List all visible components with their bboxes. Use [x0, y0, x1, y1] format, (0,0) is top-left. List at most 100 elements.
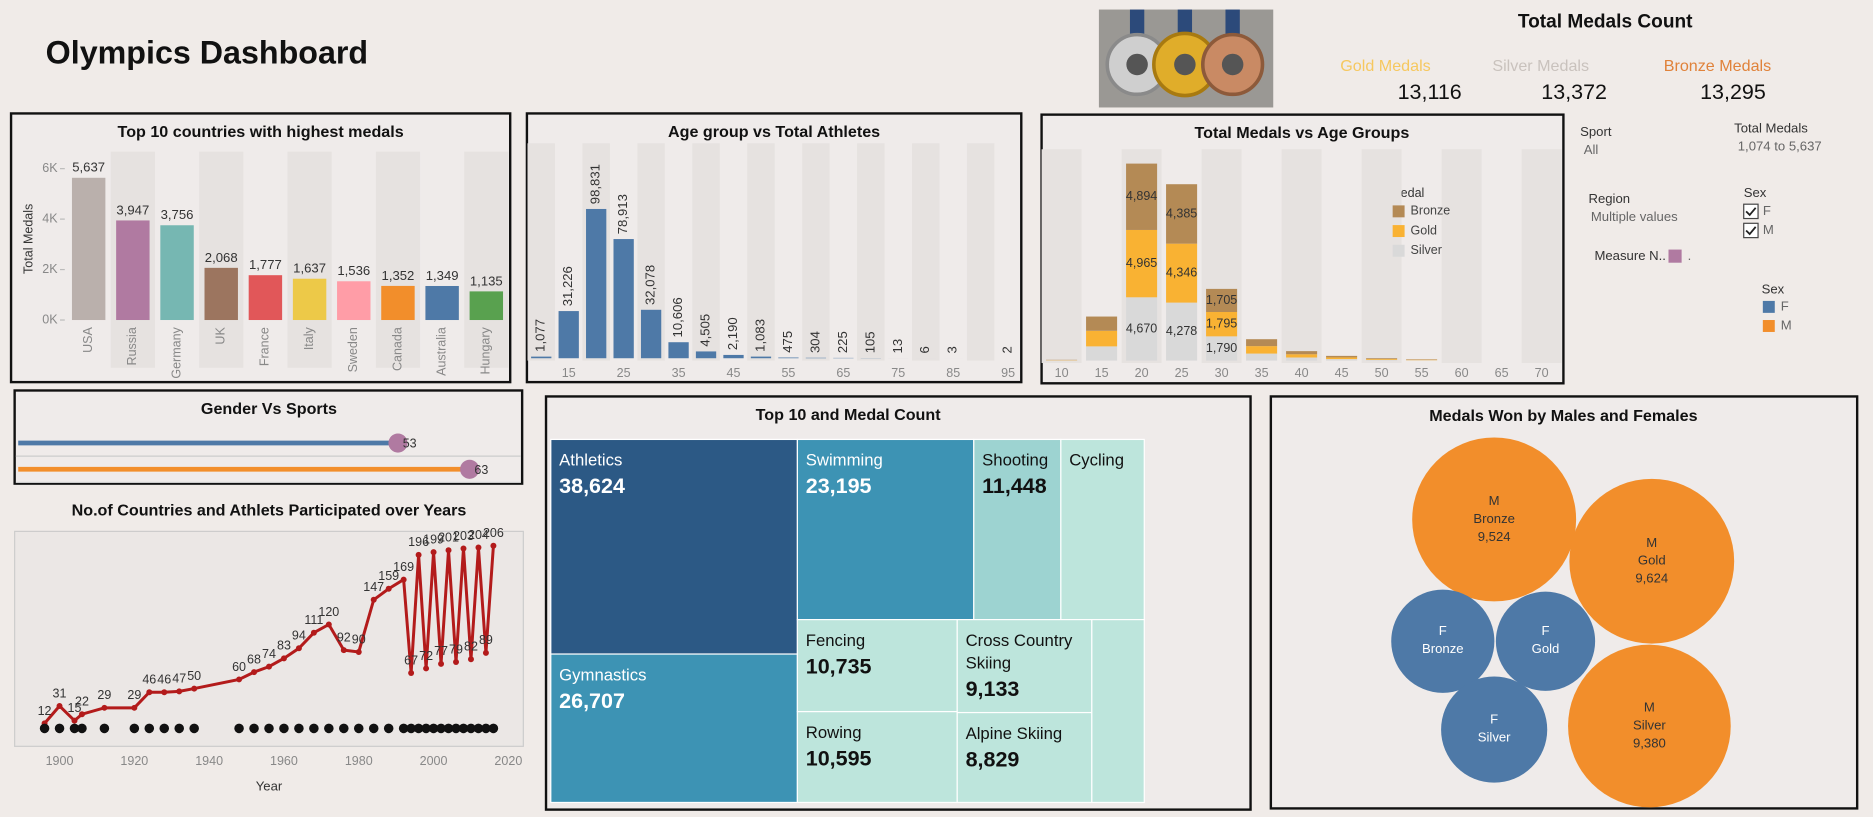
- filter-label: Sex: [1744, 185, 1767, 200]
- data-label: 6: [917, 346, 932, 353]
- data-label: 3,947: [116, 202, 149, 217]
- bar-segment: [1086, 331, 1117, 347]
- treemap-value: 38,624: [559, 472, 789, 501]
- line-point: [236, 676, 242, 682]
- line-point: [311, 630, 317, 636]
- bubble-label: Silver: [1633, 717, 1666, 732]
- filter-value[interactable]: All: [1584, 142, 1599, 157]
- data-label: 53: [403, 437, 417, 451]
- line-point: [281, 655, 287, 661]
- treemap-category: Cross Country Skiing: [966, 629, 1084, 674]
- data-label: 29: [127, 688, 141, 702]
- line-point: [408, 670, 414, 676]
- bar-segment: [1366, 358, 1397, 359]
- data-label: 4,965: [1126, 256, 1157, 270]
- treemap-category: Alpine Skiing: [966, 722, 1084, 745]
- line-point: [475, 545, 481, 551]
- line-point: [57, 703, 63, 709]
- data-label: 94: [292, 629, 306, 643]
- data-label: 1,637: [293, 261, 326, 276]
- bar: [723, 355, 743, 358]
- band-shade: [1042, 149, 1082, 363]
- x-tick-label: 20: [1135, 366, 1149, 380]
- bar: [559, 311, 579, 358]
- data-label: 1,795: [1206, 316, 1237, 330]
- treemap-category: Swimming: [806, 449, 966, 472]
- data-label: 32,078: [643, 265, 658, 305]
- x-tick-label: France: [258, 327, 272, 366]
- dashboard-title: Olympics Dashboard: [46, 34, 368, 70]
- treemap-category: Cycling: [1069, 449, 1136, 472]
- y-tick-label: 0K: [42, 312, 58, 326]
- data-label: 10,606: [670, 297, 685, 337]
- chart-title: No.of Countries and Athlets Participated…: [72, 501, 467, 519]
- data-label: 3: [945, 346, 960, 353]
- data-label: 105: [862, 331, 877, 353]
- chart-title: Top 10 and Medal Count: [756, 406, 942, 424]
- data-label: 1,536: [337, 263, 370, 278]
- data-label: 1,135: [470, 273, 503, 288]
- band-shade: [802, 143, 829, 360]
- filter-value[interactable]: 1,074 to 5,637: [1738, 138, 1822, 153]
- baseline-marker: [354, 724, 364, 734]
- x-tick-label: 75: [891, 366, 905, 380]
- data-label: 1,352: [382, 268, 415, 283]
- data-label: 1,349: [426, 268, 459, 283]
- x-tick-label: 45: [1335, 366, 1349, 380]
- band-shade: [1282, 149, 1322, 363]
- medal-image: [1099, 10, 1273, 108]
- bar-segment: [1366, 359, 1397, 360]
- bar: [116, 220, 149, 320]
- baseline-marker: [159, 724, 169, 734]
- legend-label: Gold: [1411, 223, 1437, 237]
- checkbox[interactable]: [1744, 223, 1758, 237]
- filter-label: Measure N..: [1594, 248, 1665, 263]
- x-tick-label: 1960: [270, 754, 298, 768]
- baseline-marker: [174, 724, 184, 734]
- data-label: 79: [449, 642, 463, 656]
- bar: [751, 357, 771, 359]
- x-tick-label: Hungary: [479, 326, 493, 374]
- baseline-marker: [145, 724, 155, 734]
- filter-value[interactable]: Multiple values: [1591, 209, 1678, 224]
- x-tick-label: Russia: [125, 327, 139, 365]
- bubble-label: M: [1644, 700, 1655, 715]
- baseline-marker: [55, 724, 65, 734]
- x-tick-label: Australia: [434, 327, 448, 376]
- checkbox[interactable]: [1744, 204, 1758, 218]
- bar-segment: [1246, 339, 1277, 346]
- line-point: [146, 689, 152, 695]
- bar: [613, 239, 633, 358]
- y-axis-title: Total Medals: [21, 204, 35, 274]
- x-tick-label: 2020: [494, 754, 522, 768]
- bar-segment: [1366, 360, 1397, 361]
- baseline-marker: [189, 724, 199, 734]
- bubble-label: M: [1646, 535, 1657, 550]
- line-point: [176, 688, 182, 694]
- legend-label: Bronze: [1411, 204, 1451, 218]
- line-point: [461, 545, 467, 551]
- band-shade: [912, 143, 939, 360]
- legend-swatch: [1393, 205, 1405, 217]
- baseline-marker: [100, 724, 110, 734]
- data-label: 3,756: [161, 207, 194, 222]
- bar: [425, 286, 458, 320]
- baseline-marker: [249, 724, 259, 734]
- band-shade: [1522, 149, 1562, 363]
- data-label: 2,068: [205, 250, 238, 265]
- baseline-marker: [294, 724, 304, 734]
- line-point: [423, 665, 429, 671]
- filter-label: Sport: [1580, 124, 1612, 139]
- kpi-title: Total Medals Count: [1518, 12, 1693, 33]
- data-label: 4,894: [1126, 189, 1157, 203]
- data-label: 4,385: [1166, 206, 1197, 220]
- data-label: 60: [232, 660, 246, 674]
- x-tick-label: 65: [836, 366, 850, 380]
- x-tick-label: 40: [1295, 366, 1309, 380]
- data-label: 4,670: [1126, 321, 1157, 335]
- chart-title: Gender Vs Sports: [201, 400, 337, 418]
